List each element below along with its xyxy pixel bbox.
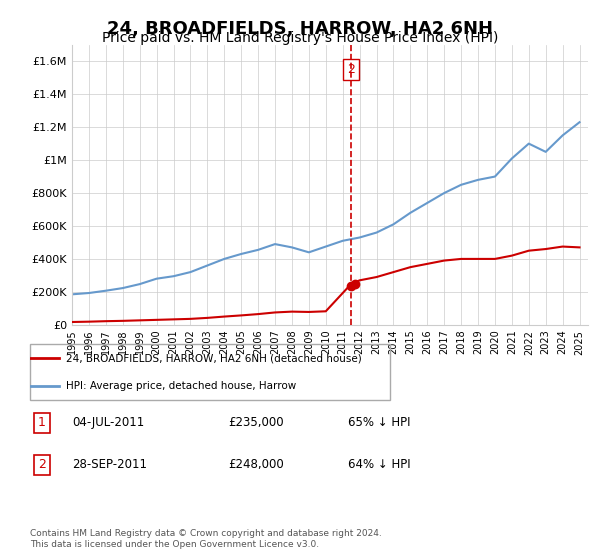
Text: 24, BROADFIELDS, HARROW, HA2 6NH (detached house): 24, BROADFIELDS, HARROW, HA2 6NH (detach… (66, 353, 362, 363)
Text: 2: 2 (347, 63, 355, 76)
Text: 65% ↓ HPI: 65% ↓ HPI (348, 416, 410, 430)
Text: 1: 1 (38, 416, 46, 430)
Text: 24, BROADFIELDS, HARROW, HA2 6NH: 24, BROADFIELDS, HARROW, HA2 6NH (107, 20, 493, 38)
Text: 28-SEP-2011: 28-SEP-2011 (72, 458, 147, 472)
Text: Price paid vs. HM Land Registry's House Price Index (HPI): Price paid vs. HM Land Registry's House … (102, 31, 498, 45)
Text: 04-JUL-2011: 04-JUL-2011 (72, 416, 144, 430)
Text: £235,000: £235,000 (228, 416, 284, 430)
Text: £248,000: £248,000 (228, 458, 284, 472)
Text: 64% ↓ HPI: 64% ↓ HPI (348, 458, 410, 472)
Text: HPI: Average price, detached house, Harrow: HPI: Average price, detached house, Harr… (66, 381, 296, 391)
Text: 2: 2 (38, 458, 46, 472)
Text: Contains HM Land Registry data © Crown copyright and database right 2024.
This d: Contains HM Land Registry data © Crown c… (30, 529, 382, 549)
